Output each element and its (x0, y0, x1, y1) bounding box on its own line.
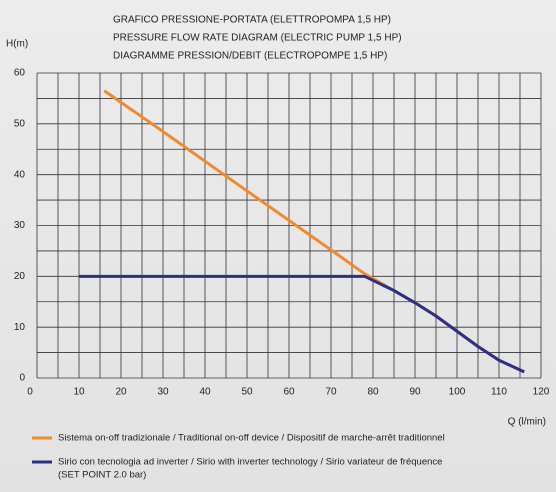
x-tick-label: 30 (157, 387, 169, 398)
y-tick-label: 40 (14, 169, 26, 180)
chart-title: DIAGRAMME PRESSION/DEBIT (ELECTROPOMPE 1… (113, 51, 387, 62)
x-tick-label: 120 (533, 387, 550, 398)
x-tick-label: 50 (241, 387, 253, 398)
x-tick-label: 90 (409, 387, 421, 398)
y-axis-label: H(m) (6, 39, 28, 50)
x-tick-label: 60 (283, 387, 295, 398)
line (103, 89, 525, 374)
y-tick-label: 60 (14, 68, 26, 79)
line (79, 274, 525, 374)
chart-title: GRAFICO PRESSIONE-PORTATA (ELETTROPOMPA … (113, 15, 391, 26)
x-tick-label: 10 (73, 387, 85, 398)
x-tick-label: 110 (491, 387, 507, 398)
x-tick-label: 20 (115, 387, 127, 398)
legend-note: (SET POINT 2.0 bar) (58, 470, 146, 481)
chart-title: PRESSURE FLOW RATE DIAGRAM (ELECTRIC PUM… (113, 33, 402, 44)
y-tick-label: 0 (19, 373, 25, 384)
x-tick-label: 0 (27, 387, 33, 398)
x-tick-label: 100 (449, 387, 466, 398)
x-tick-label: 40 (199, 387, 211, 398)
x-tick-label: 70 (325, 387, 337, 398)
legend-label: Sirio con tecnologia ad inverter / Sirio… (58, 457, 442, 468)
x-axis-label: Q (l/min) (508, 417, 546, 428)
y-tick-label: 30 (14, 220, 26, 231)
y-tick-label: 50 (14, 118, 26, 129)
legend-label: Sistema on-off tradizionale / Traditiona… (58, 433, 445, 444)
y-tick-label: 20 (14, 271, 26, 282)
y-tick-label: 10 (14, 322, 26, 333)
x-tick-label: 80 (367, 387, 379, 398)
